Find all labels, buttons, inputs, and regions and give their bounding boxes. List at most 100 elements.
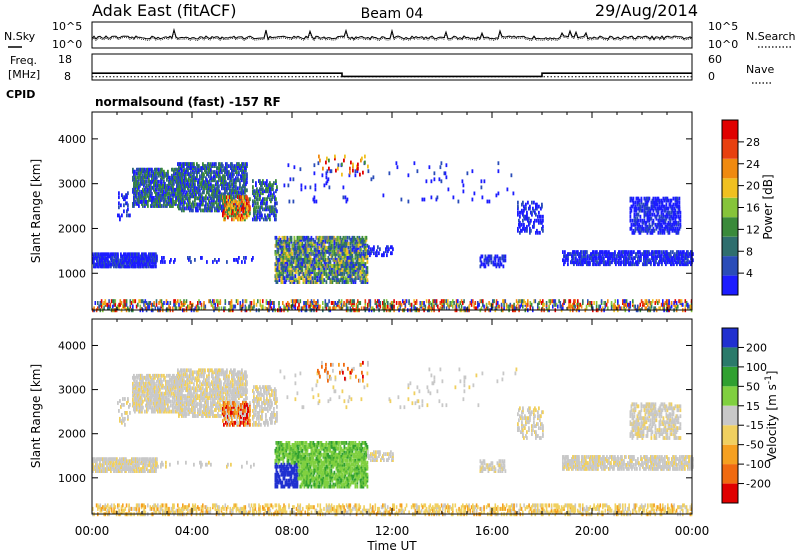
scatter-cell [352, 264, 355, 268]
scatter-cell [104, 254, 106, 259]
scatter-cell [309, 276, 312, 280]
scatter-cell [141, 196, 143, 200]
scatter-cell [281, 258, 284, 262]
scatter-cell [248, 203, 250, 208]
scatter-cell [134, 175, 136, 180]
scatter-cell [289, 272, 292, 276]
ground-scatter-cell [667, 299, 669, 304]
scatter-cell [636, 222, 639, 227]
scatter-cell [144, 200, 146, 204]
scatter-cell [156, 175, 158, 180]
scatter-cell [658, 250, 660, 254]
scatter-cell [222, 178, 224, 183]
scatter-cell [329, 260, 332, 264]
scatter-cell [655, 254, 657, 258]
cpid-label: CPID [6, 88, 35, 101]
scatter-cell [131, 254, 133, 259]
scatter-cell [92, 260, 94, 265]
scatter-cell [206, 186, 208, 191]
ground-scatter-cell [463, 306, 465, 311]
ground-scatter-cell [522, 304, 524, 309]
scatter-cell [192, 208, 194, 213]
scatter-cell [317, 272, 320, 276]
ground-scatter-cell [268, 304, 270, 309]
scatter-cell [386, 245, 388, 250]
scatter-cell [342, 262, 345, 266]
scatter-cell [332, 276, 335, 280]
scatter-cell [214, 162, 216, 166]
ground-scatter-cell [397, 306, 399, 311]
scatter-cell [125, 201, 127, 206]
scatter-cell [167, 169, 169, 174]
scatter-cell [277, 262, 280, 266]
scatter-cell [275, 262, 278, 266]
scatter-cell [207, 184, 209, 189]
scatter-cell [151, 179, 153, 184]
scatter-cell [314, 260, 317, 264]
scatter-cell [611, 254, 613, 258]
scatter-cell [203, 172, 205, 177]
scatter-cell [362, 276, 365, 280]
scatter-cell [324, 239, 327, 244]
scatter-cell [173, 177, 175, 182]
scatter-cell [292, 268, 295, 272]
scatter-cell [204, 196, 206, 201]
scatter-cell [344, 254, 347, 258]
scatter-cell [283, 280, 286, 284]
scatter-cell [148, 254, 150, 259]
scatter-cell [299, 245, 302, 250]
scatter-cell [526, 224, 528, 229]
scatter-cell [287, 266, 290, 270]
scatter-cell [243, 256, 245, 260]
scatter-cell [240, 174, 242, 179]
scatter-cell [194, 178, 196, 183]
scatter-cell [483, 262, 486, 267]
scatter-cell [236, 211, 238, 216]
ground-scatter-cell [493, 299, 495, 304]
ground-scatter-cell [413, 299, 415, 304]
scatter-cell [217, 194, 219, 199]
scatter-cell [336, 235, 339, 240]
scatter-cell [141, 169, 143, 174]
scatter-cell [219, 200, 221, 205]
scatter-cell [177, 173, 179, 178]
scatter-cell [365, 270, 368, 274]
scatter-cell [347, 274, 350, 278]
ground-scatter-cell [383, 302, 385, 307]
scatter-cell [329, 239, 332, 244]
scatter-cell [119, 262, 121, 267]
scatter-cell [127, 207, 129, 212]
scatter-cell [234, 258, 236, 262]
scatter-cell [282, 270, 285, 274]
scatter-cell [687, 262, 689, 267]
scatter-cell [235, 176, 237, 181]
ground-scatter-cell [402, 299, 404, 304]
ground-scatter-cell [553, 302, 555, 307]
scatter-cell [169, 192, 171, 196]
scatter-cell [305, 258, 308, 262]
ground-scatter-cell [313, 299, 315, 304]
scatter-cell [294, 252, 297, 256]
scatter-cell [144, 179, 146, 184]
scatter-cell [191, 194, 193, 199]
ground-scatter-cell [424, 304, 427, 309]
scatter-cell [364, 262, 367, 266]
scatter-cell [208, 162, 210, 166]
scatter-cell [310, 262, 313, 266]
scatter-cell [143, 181, 145, 186]
scatter-cell [351, 274, 354, 278]
scatter-cell [603, 260, 605, 265]
scatter-cell [183, 182, 185, 187]
scatter-cell [236, 206, 238, 211]
scatter-cell [96, 252, 98, 257]
scatter-cell [224, 211, 226, 216]
scatter-cell [615, 262, 617, 267]
scatter-cell [294, 248, 297, 252]
scatter-cell [269, 207, 271, 212]
ground-scatter-cell [180, 301, 183, 305]
scatter-cell [107, 258, 109, 263]
scatter-cell [354, 248, 357, 252]
scatter-cell [241, 194, 243, 199]
scatter-cell [312, 258, 315, 262]
scatter-cell [480, 260, 483, 265]
